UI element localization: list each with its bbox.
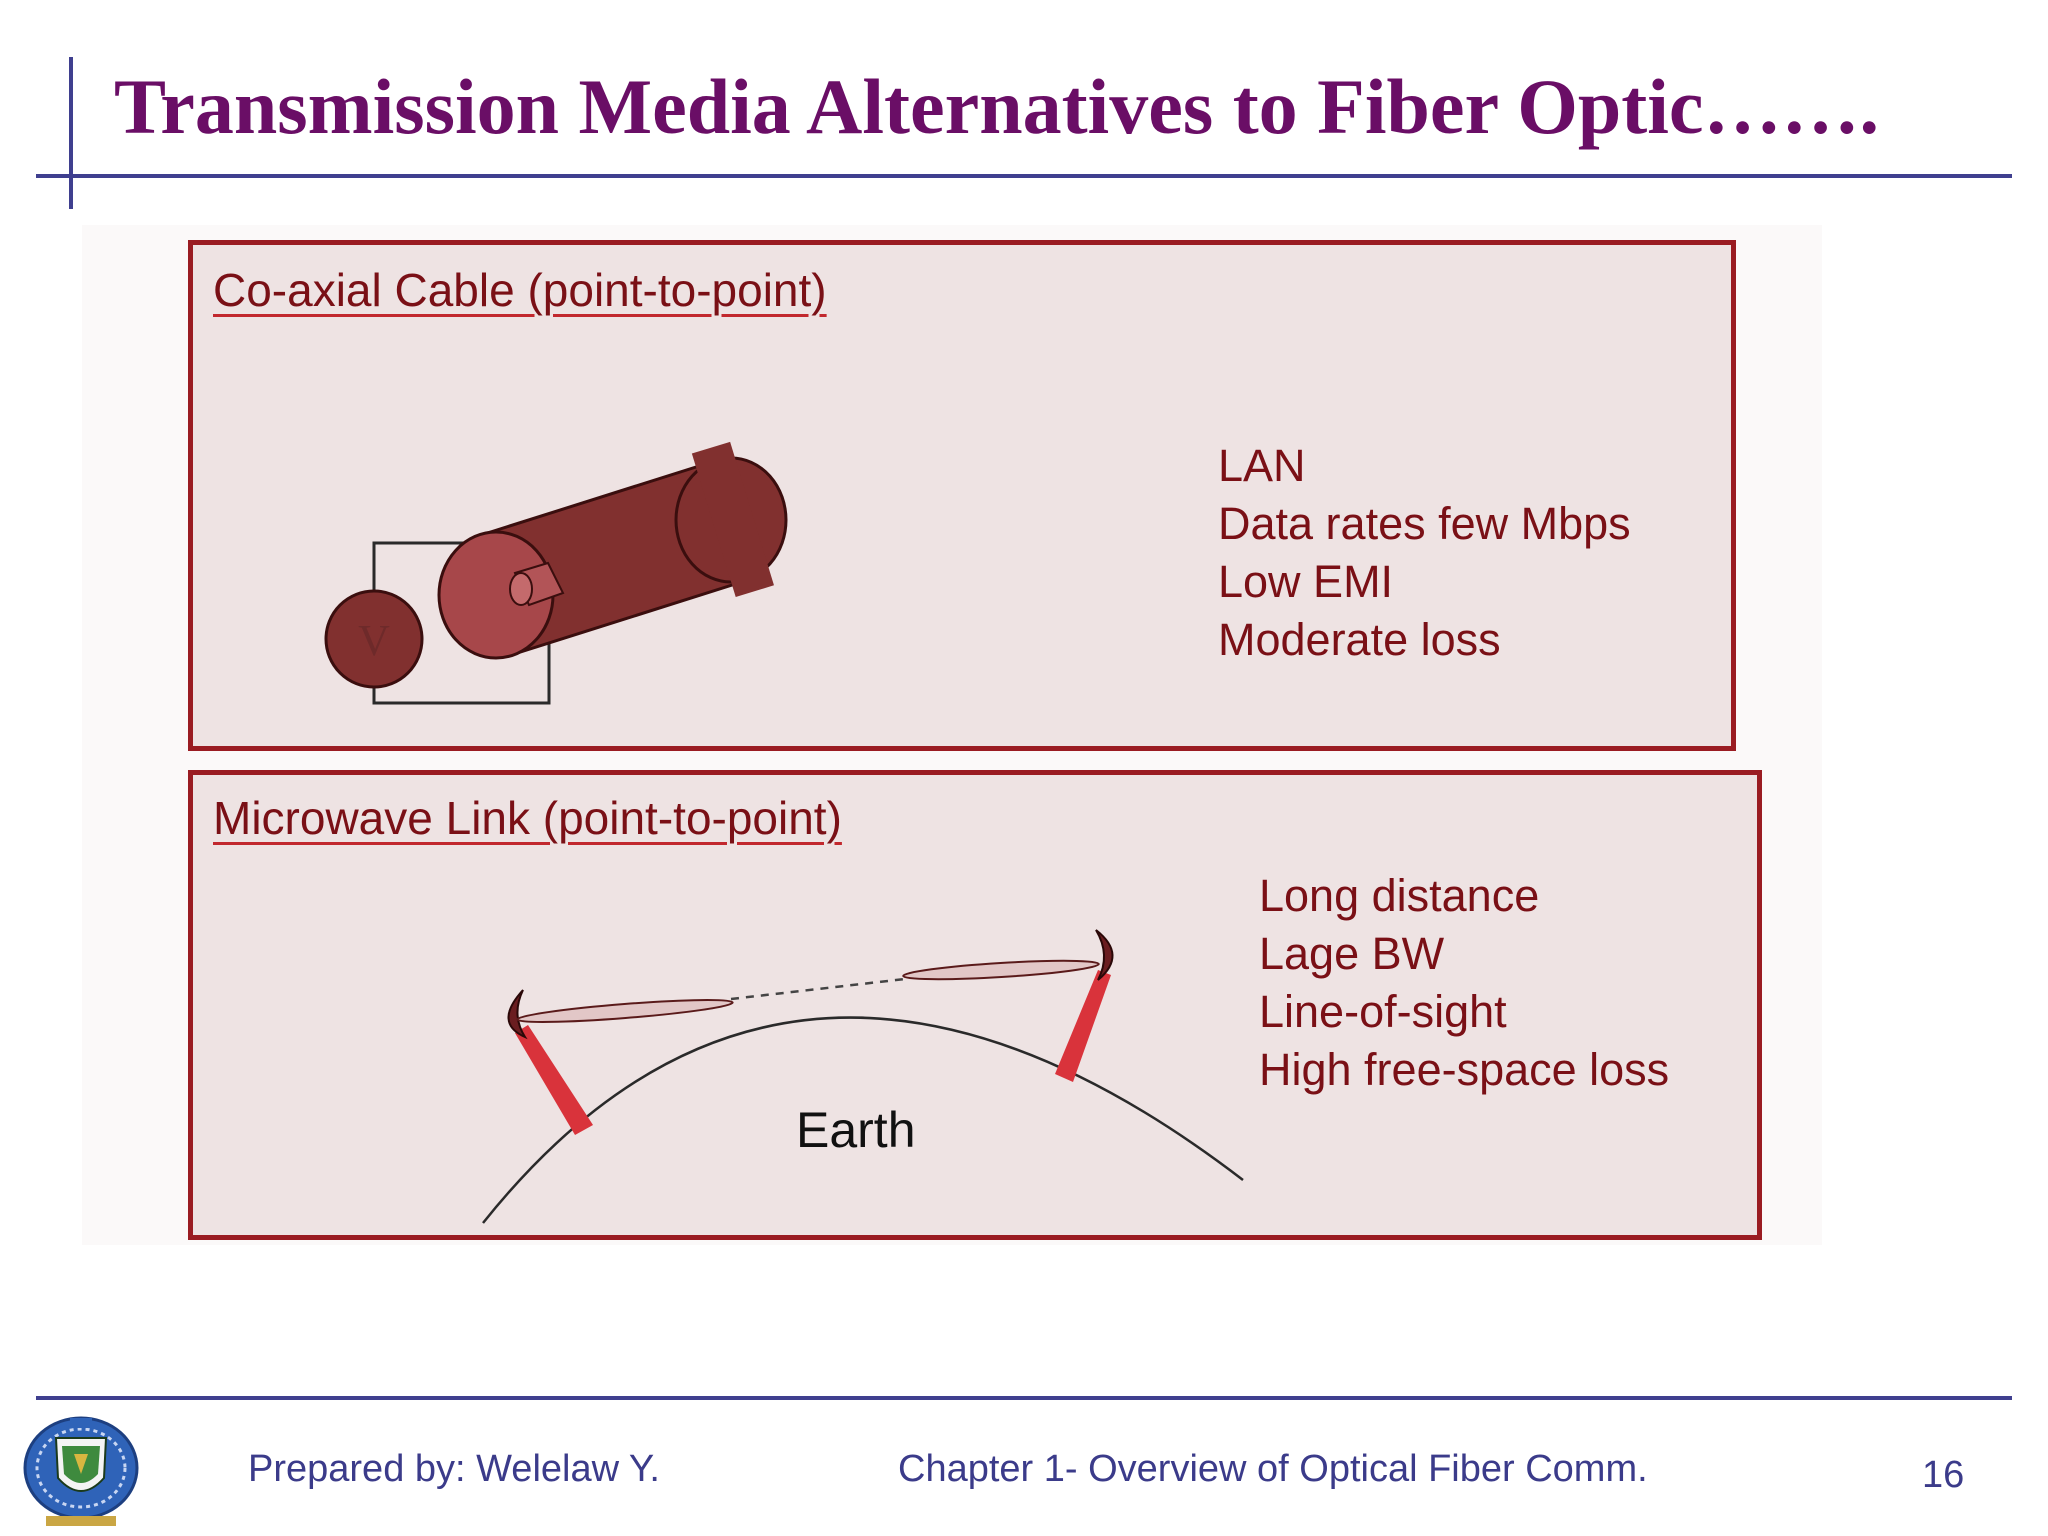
title-horizontal-rule [36, 174, 2012, 178]
coax-feature-list: LAN Data rates few Mbps Low EMI Moderate… [1218, 437, 1631, 669]
left-beam [516, 999, 734, 1023]
footer-rule [36, 1396, 2012, 1400]
university-crest-icon [23, 1416, 139, 1526]
microwave-feature-list: Long distance Lage BW Line-of-sight High… [1259, 867, 1669, 1099]
microwave-feature: Lage BW [1259, 928, 1445, 979]
title-vertical-rule [69, 57, 73, 209]
right-beam [902, 959, 1100, 981]
coax-feature: Data rates few Mbps [1218, 498, 1631, 549]
coax-feature: Moderate loss [1218, 614, 1501, 665]
coax-feature: LAN [1218, 440, 1306, 491]
coax-wire-bottom [372, 611, 551, 705]
microwave-diagram: Earth [482, 929, 1244, 1224]
footer-chapter: Chapter 1- Overview of Optical Fiber Com… [898, 1448, 1648, 1490]
line-of-sight [730, 977, 906, 1001]
microwave-panel: Microwave Link (point-to-point) Earth Lo… [188, 770, 1762, 1240]
slide-title: Transmission Media Alternatives to Fiber… [114, 63, 1880, 150]
page-number: 16 [1922, 1454, 1965, 1496]
microwave-feature: Long distance [1259, 870, 1540, 921]
right-tower-icon [1055, 970, 1111, 1082]
coax-panel: Co-axial Cable (point-to-point) V LAN Da… [188, 240, 1736, 751]
left-tower-icon [515, 1025, 593, 1135]
left-dish-icon [507, 989, 528, 1040]
microwave-feature: Line-of-sight [1259, 986, 1507, 1037]
coax-diagram: V [324, 441, 788, 705]
coax-feature: Low EMI [1218, 556, 1394, 607]
voltage-source-icon [324, 589, 424, 689]
right-dish-icon [1095, 929, 1114, 981]
microwave-panel-title: Microwave Link (point-to-point) [213, 792, 842, 844]
voltage-source-label: V [358, 616, 390, 665]
microwave-feature: High free-space loss [1259, 1044, 1670, 1095]
earth-label: Earth [796, 1102, 916, 1158]
footer-author: Prepared by: Welelaw Y. [248, 1448, 660, 1490]
coax-panel-title: Co-axial Cable (point-to-point) [213, 264, 827, 316]
